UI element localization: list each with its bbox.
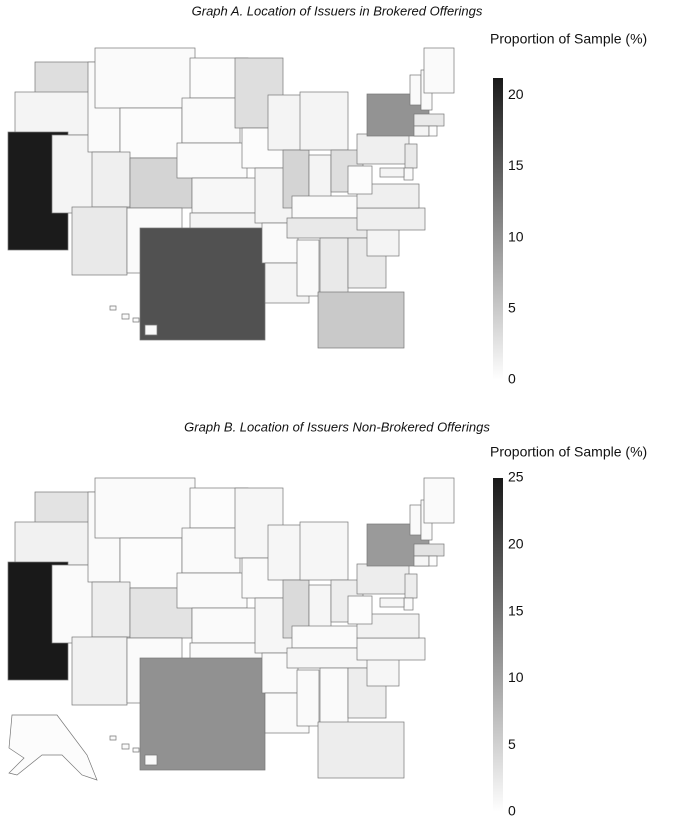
state: [176, 572, 248, 609]
state: [109, 305, 158, 336]
state: [181, 527, 241, 574]
state: [423, 47, 455, 94]
colorbar-tick-label: 20: [508, 86, 524, 102]
state: [413, 125, 430, 137]
colorbar-tick-label: 15: [508, 157, 524, 173]
state: [51, 564, 95, 644]
state: [119, 107, 183, 159]
colorbar-tick-label: 20: [508, 536, 524, 552]
state: [299, 521, 349, 581]
state: [14, 91, 91, 136]
state: [296, 239, 320, 297]
state: [404, 143, 418, 169]
state: [71, 206, 128, 276]
state: [91, 151, 131, 208]
state: [119, 537, 183, 589]
state: [91, 581, 131, 638]
state: [109, 735, 158, 766]
state: [356, 133, 410, 165]
state: [403, 597, 414, 611]
map-title: Graph B. Location of Issuers Non-Brokere…: [184, 419, 490, 434]
state: [139, 657, 266, 771]
colorbar-tick-label: 25: [508, 469, 524, 485]
state: [379, 597, 405, 608]
state: [181, 97, 241, 144]
state: [267, 94, 305, 151]
state: [34, 61, 96, 96]
colorbar-tick-label: 10: [508, 228, 524, 244]
state: [51, 134, 95, 214]
state: [176, 142, 248, 179]
state: [366, 227, 400, 257]
state: [409, 74, 422, 106]
state: [428, 555, 438, 567]
state: [356, 563, 410, 595]
state: [191, 607, 268, 644]
state: [299, 91, 349, 151]
state: [356, 613, 420, 639]
state: [404, 573, 418, 599]
colorbar-label: Proportion of Sample (%): [490, 444, 647, 460]
state: [347, 165, 373, 195]
state: [413, 543, 445, 557]
state: [356, 207, 426, 231]
state: [308, 584, 332, 631]
colorbar-label: Proportion of Sample (%): [490, 31, 647, 47]
state: [356, 637, 426, 661]
state: [403, 167, 414, 181]
state: [366, 657, 400, 687]
state: [317, 721, 405, 779]
colorbar-tick-label: 0: [508, 371, 516, 387]
state: [347, 595, 373, 625]
state: [94, 477, 196, 539]
state: [296, 669, 320, 727]
state: [94, 47, 196, 109]
state: [409, 504, 422, 536]
state: [8, 714, 98, 781]
map-title: Graph A. Location of Issuers in Brokered…: [192, 3, 483, 18]
colorbar: [493, 78, 503, 380]
state: [291, 625, 363, 649]
state: [317, 291, 405, 349]
state: [413, 555, 430, 567]
colorbar-tick-label: 5: [508, 299, 516, 315]
state: [267, 524, 305, 581]
state: [379, 167, 405, 178]
state: [14, 521, 91, 566]
state: [291, 195, 363, 219]
colorbar-tick-label: 10: [508, 669, 524, 685]
state: [71, 636, 128, 706]
state: [428, 125, 438, 137]
state: [139, 227, 266, 341]
state: [423, 477, 455, 524]
colorbar-tick-label: 15: [508, 602, 524, 618]
state: [319, 237, 349, 294]
colorbar: [493, 478, 503, 812]
colorbar-tick-label: 5: [508, 736, 516, 752]
state: [308, 154, 332, 201]
state: [34, 491, 96, 526]
state: [413, 113, 445, 127]
state: [319, 667, 349, 724]
colorbar-tick-label: 0: [508, 803, 516, 819]
